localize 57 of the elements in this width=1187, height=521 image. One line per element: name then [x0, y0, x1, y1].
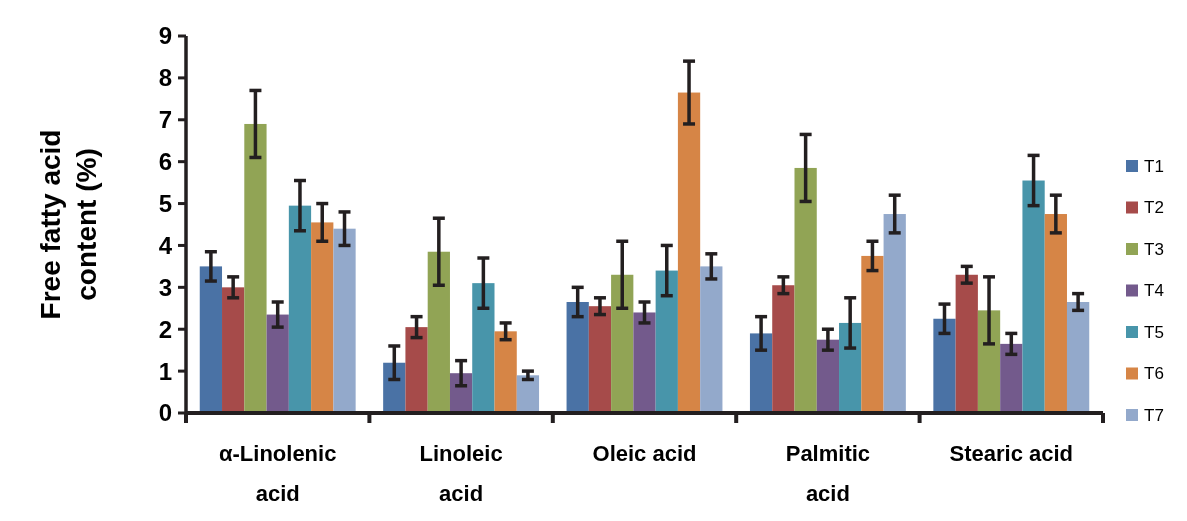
bar: [383, 362, 406, 413]
bar: [516, 375, 540, 413]
bar: [772, 285, 795, 413]
y-tick-label: 6: [158, 148, 172, 176]
bar: [1022, 180, 1045, 413]
bar: [1066, 301, 1090, 413]
bar: [244, 123, 267, 413]
bar: [655, 270, 678, 413]
bar: [677, 92, 701, 413]
y-tick-label: 1: [158, 357, 172, 385]
bar: [839, 322, 862, 413]
bar: [588, 306, 612, 413]
bar: [883, 214, 906, 413]
legend-label: T4: [1144, 281, 1164, 301]
bar: [977, 310, 1001, 413]
bar: [794, 167, 817, 413]
bar: [311, 222, 334, 413]
y-tick-label: 8: [158, 64, 172, 92]
bar: [333, 228, 356, 413]
bar: [405, 327, 428, 413]
legend-label: T5: [1144, 322, 1164, 342]
y-tick-label: 5: [158, 189, 172, 217]
bar: [472, 283, 495, 413]
legend-label: T2: [1144, 198, 1164, 218]
bar: [933, 318, 956, 413]
legend-label: T6: [1144, 364, 1164, 384]
bar: [1044, 214, 1067, 413]
y-tick-label: 4: [158, 231, 173, 259]
y-tick-label: 0: [158, 399, 172, 427]
y-tick-label: 7: [158, 106, 172, 134]
x-tick-label: Oleic acid: [592, 441, 697, 466]
y-tick-label: 3: [158, 273, 172, 301]
y-axis-title: Free fatty acid content (%): [35, 129, 102, 320]
bar: [288, 205, 312, 413]
bar: [633, 312, 656, 413]
bar: [749, 333, 773, 413]
y-tick-label: 9: [158, 22, 172, 50]
legend-label: T3: [1144, 239, 1164, 259]
bar: [700, 266, 723, 413]
x-tick-label: Palmitic acid: [785, 441, 871, 506]
bar: [427, 251, 450, 413]
y-tick-label: 2: [158, 315, 172, 343]
bar: [494, 331, 517, 413]
x-tick-label: Linoleic acid: [419, 441, 503, 506]
bar: [266, 314, 289, 413]
x-tick-label: Stearic acid: [949, 441, 1074, 466]
legend-label: T1: [1144, 156, 1164, 176]
bar: [955, 274, 978, 413]
bar: [1000, 343, 1023, 413]
legend-label: T7: [1144, 405, 1164, 425]
bar: [861, 255, 884, 413]
bar: [566, 301, 589, 413]
bar: [199, 266, 223, 413]
bar: [816, 339, 840, 413]
x-tick-label: α-Linolenic acid: [218, 441, 337, 506]
bar: [611, 274, 634, 413]
bar: [222, 287, 245, 413]
